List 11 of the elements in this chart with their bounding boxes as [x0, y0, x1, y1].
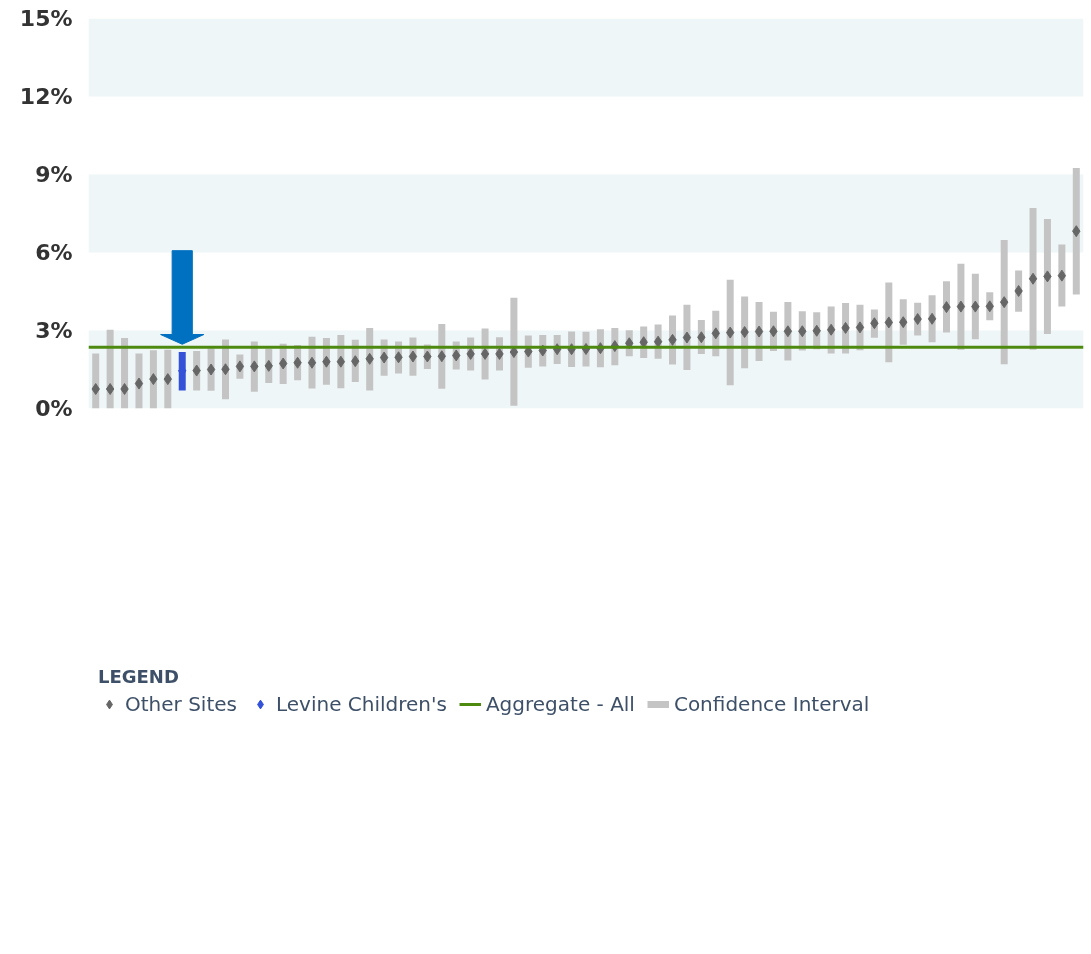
legend-label: Aggregate - All: [485, 692, 635, 716]
y-tick-label: 15%: [19, 6, 73, 31]
y-tick-label: 6%: [35, 240, 73, 265]
legend-title: LEGEND: [98, 666, 180, 687]
y-tick-label: 0%: [35, 396, 73, 421]
y-tick-label: 12%: [19, 84, 73, 109]
legend-label: Other Sites: [125, 692, 237, 716]
y-tick-label: 9%: [35, 162, 73, 187]
text: Confidence Interval: [673, 692, 870, 716]
y-tick-label: 3%: [35, 318, 73, 343]
legend-label: Levine Children's: [275, 692, 447, 716]
